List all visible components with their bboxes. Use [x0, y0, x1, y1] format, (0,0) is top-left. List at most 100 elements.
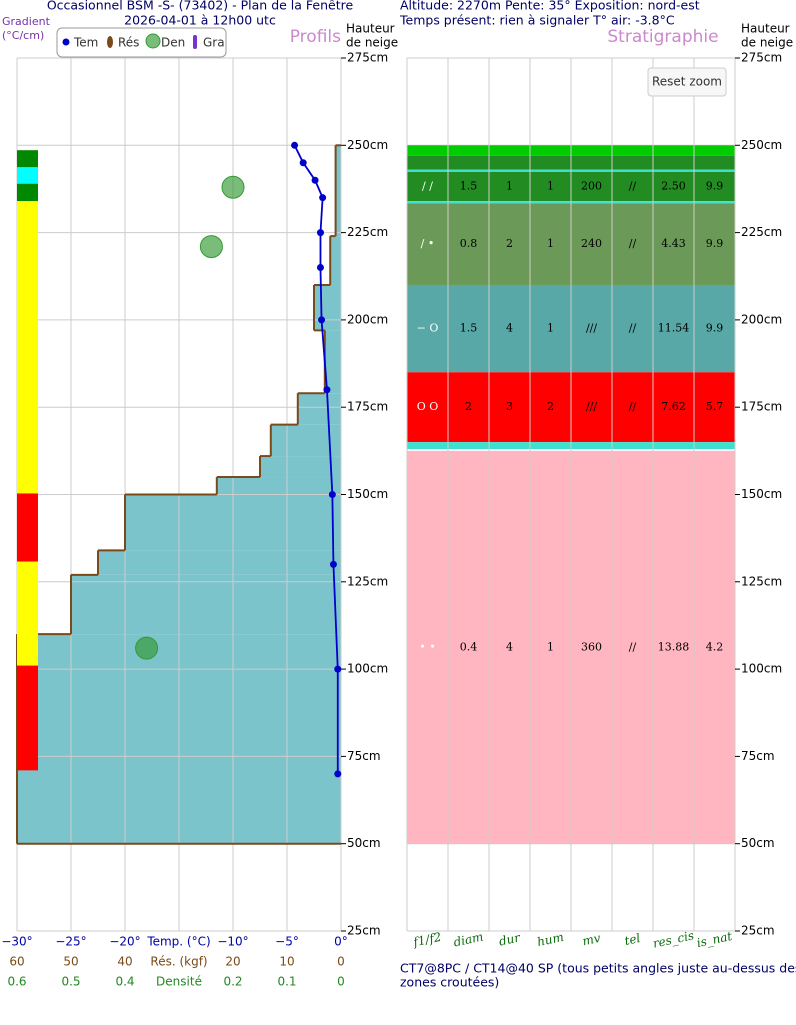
- strat-cell: 1: [547, 322, 554, 335]
- y-tick-label: 275cm: [741, 51, 782, 65]
- info-line: Temps présent: rien à signaler T° air: -…: [399, 13, 675, 28]
- temperature-line: [293, 144, 339, 774]
- title-line: Occasionnel BSM -S- (73402) - Plan de la…: [47, 0, 354, 13]
- strat-cell: 1: [547, 180, 554, 193]
- resistance-area: [71, 574, 341, 635]
- den-tick-label: 0.5: [61, 975, 80, 989]
- strat-cell: 360: [581, 640, 602, 653]
- gradient-segment: [17, 183, 38, 202]
- density-point: [199, 235, 223, 259]
- strat-cell: 1.5: [460, 322, 478, 335]
- gradient-segment: [17, 150, 38, 168]
- y-tick-label: 100cm: [347, 662, 388, 676]
- temperature-point: [328, 491, 336, 498]
- column-label: res_cis: [652, 928, 696, 950]
- strat-cell: O O: [417, 400, 439, 413]
- strat-cell: 7.62: [661, 400, 686, 413]
- height-axis-label: Hauteur: [346, 22, 395, 36]
- den-tick-label: 0.2: [223, 975, 242, 989]
- strat-cell: 9.9: [706, 322, 724, 335]
- reset-zoom-button[interactable]: [647, 67, 727, 97]
- y-tick-label: 200cm: [741, 312, 782, 326]
- strat-cell: 2: [547, 400, 554, 413]
- temperature-point: [318, 316, 326, 324]
- legend-symbol: [145, 33, 161, 49]
- height-axis-label: de neige: [741, 36, 793, 50]
- strat-cell: • •: [419, 640, 435, 653]
- gradient-segment: [17, 493, 38, 562]
- y-tick-label: 50cm: [347, 836, 381, 850]
- column-label: is_nat: [695, 929, 733, 950]
- legend-box: [56, 27, 227, 58]
- temperature-point: [334, 770, 342, 778]
- strat-cell: //: [629, 237, 637, 250]
- y-tick-label: 225cm: [741, 225, 782, 239]
- y-tick-label: 225cm: [347, 225, 388, 239]
- strat-cell: 1.5: [460, 180, 478, 193]
- y-tick-label: 100cm: [741, 662, 782, 676]
- temperature-point: [323, 386, 331, 394]
- temp-tick-label: −25°: [55, 935, 86, 949]
- resistance-area: [330, 236, 341, 285]
- legend-symbol: [107, 36, 113, 48]
- strat-cell: 9.9: [706, 237, 724, 250]
- y-tick-label: 250cm: [347, 138, 388, 152]
- comment-line: CT7@8PC / CT14@40 SP (tous petits angles…: [400, 961, 796, 976]
- column-label: mv: [581, 931, 602, 949]
- temp-tick-label: 0°: [334, 935, 348, 949]
- temperature-point: [291, 141, 299, 149]
- strat-cell: 4: [506, 322, 513, 335]
- gradient-segment: [17, 201, 38, 494]
- strat-cell: 13.88: [658, 640, 690, 653]
- gradient-label: (°C/cm): [2, 29, 44, 42]
- strat-cell: 240: [581, 237, 602, 250]
- den-tick-label: 0.1: [277, 975, 296, 989]
- strat-title: Stratigraphie: [607, 27, 718, 47]
- temp-tick-label: −30°: [1, 935, 32, 949]
- profile-title: Profils: [290, 27, 341, 47]
- strat-cell: 2: [506, 237, 513, 250]
- legend-symbol: [62, 38, 70, 46]
- column-label: dur: [498, 930, 523, 948]
- temperature-point: [319, 194, 327, 202]
- strat-cell: 11.54: [658, 322, 690, 335]
- strat-cell: //: [629, 180, 637, 193]
- strat-cell: 3: [506, 400, 513, 413]
- y-tick-label: 25cm: [741, 924, 775, 938]
- strat-cell: ///: [586, 400, 597, 413]
- reset-zoom-label[interactable]: Reset zoom: [652, 75, 722, 89]
- y-tick-label: 125cm: [347, 574, 388, 588]
- height-axis-label: de neige: [346, 36, 398, 50]
- y-tick-label: 150cm: [347, 487, 388, 501]
- temperature-point: [329, 560, 337, 568]
- res-tick-label: 20: [225, 955, 240, 969]
- column-label: f1/f2: [411, 930, 442, 950]
- title-line: 2026-04-01 à 12h00 utc: [124, 13, 276, 28]
- strat-cell: 0.8: [460, 237, 478, 250]
- strat-cell: 4.2: [706, 640, 724, 653]
- density-point: [135, 636, 159, 660]
- strat-cell: 2.50: [661, 180, 686, 193]
- strat-cell: ///: [586, 322, 597, 335]
- resistance-area: [335, 145, 341, 237]
- legend-symbol: [193, 35, 197, 49]
- temperature-point: [334, 665, 342, 673]
- y-tick-label: 175cm: [347, 400, 388, 414]
- strat-cell: //: [629, 400, 637, 413]
- y-tick-label: 75cm: [347, 749, 381, 763]
- comment-line: zones croutées): [400, 975, 499, 990]
- strat-cell: 0.4: [460, 640, 478, 653]
- strat-cell: 1: [547, 640, 554, 653]
- res-axis-label: Rés. (kgf): [150, 955, 207, 969]
- legend-label: Den: [161, 36, 185, 50]
- strat-cell: / •: [421, 237, 435, 250]
- legend-label: Tem: [73, 36, 98, 50]
- temp-tick-label: −20°: [109, 935, 140, 949]
- y-tick-label: 75cm: [741, 749, 775, 763]
- res-tick-label: 10: [279, 955, 294, 969]
- strat-cell: 1: [547, 237, 554, 250]
- res-tick-label: 50: [63, 955, 78, 969]
- resistance-area: [98, 550, 341, 575]
- y-tick-label: 200cm: [347, 312, 388, 326]
- resistance-area: [297, 393, 341, 425]
